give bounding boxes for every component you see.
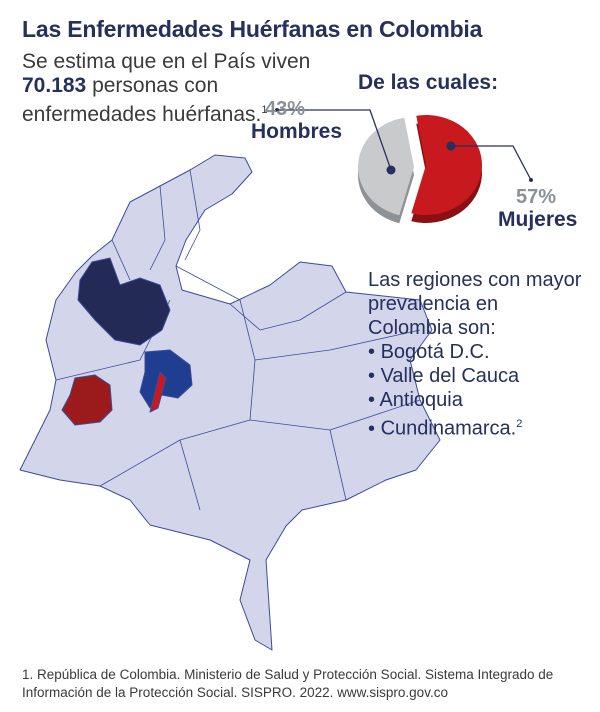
leader-dot-hombres (275, 108, 279, 112)
regions-heading: Las regiones con mayor prevalencia en Co… (368, 269, 582, 339)
regions-block: Las regiones con mayor prevalencia en Co… (368, 268, 588, 441)
region-antioquia (77, 257, 171, 346)
leader-dot-mujeres (529, 178, 533, 182)
intro-text: Se estima que en el País viven 70.183 pe… (22, 50, 312, 127)
region-valle-del-cauca (61, 374, 113, 426)
women-label: Mujeres (498, 208, 578, 231)
region-item: Valle del Cauca (368, 364, 588, 388)
footnote: 1. República de Colombia. Ministerio de … (22, 667, 554, 700)
region-item-label: Cundinamarca. (380, 417, 517, 440)
region-item: Bogotá D.C. (368, 340, 588, 364)
map-country-outline (19, 154, 441, 651)
region-item-label: Valle del Cauca (380, 365, 520, 387)
patient-count: 70.183 (22, 74, 87, 97)
footnote-ref: 2 (516, 418, 523, 430)
intro-after: personas con enfermedades huérfanas. (22, 74, 262, 126)
footnote-ref: 1 (261, 104, 268, 116)
regions-list: Bogotá D.C. Valle del Cauca Antioquia Cu… (368, 340, 588, 441)
pie-slice-hombres (358, 117, 414, 216)
leader-dot-mujeres-slice (446, 141, 456, 151)
pie-heading: De las cuales: (358, 71, 499, 94)
region-item: Antioquia (368, 388, 588, 412)
region-item-label: Antioquia (379, 389, 463, 411)
leader-line-mujeres (451, 145, 532, 181)
leader-dot-hombres-slice (386, 165, 396, 175)
gender-pie-chart (275, 108, 533, 224)
region-bogota (149, 371, 167, 413)
leader-line-hombres (277, 109, 392, 171)
intro-before: Se estima que en el País viven (22, 50, 311, 73)
page-title: Las Enfermedades Huérfanas en Colombia (22, 16, 483, 42)
region-item-label: Bogotá D.C. (380, 341, 490, 363)
department-borders (55, 169, 421, 511)
women-percent: 57% (516, 186, 557, 208)
men-label: Hombres (251, 120, 343, 143)
men-percent: 43% (265, 98, 306, 120)
pie-slice-mujeres (411, 115, 482, 215)
region-item: Cundinamarca.2 (368, 412, 588, 441)
